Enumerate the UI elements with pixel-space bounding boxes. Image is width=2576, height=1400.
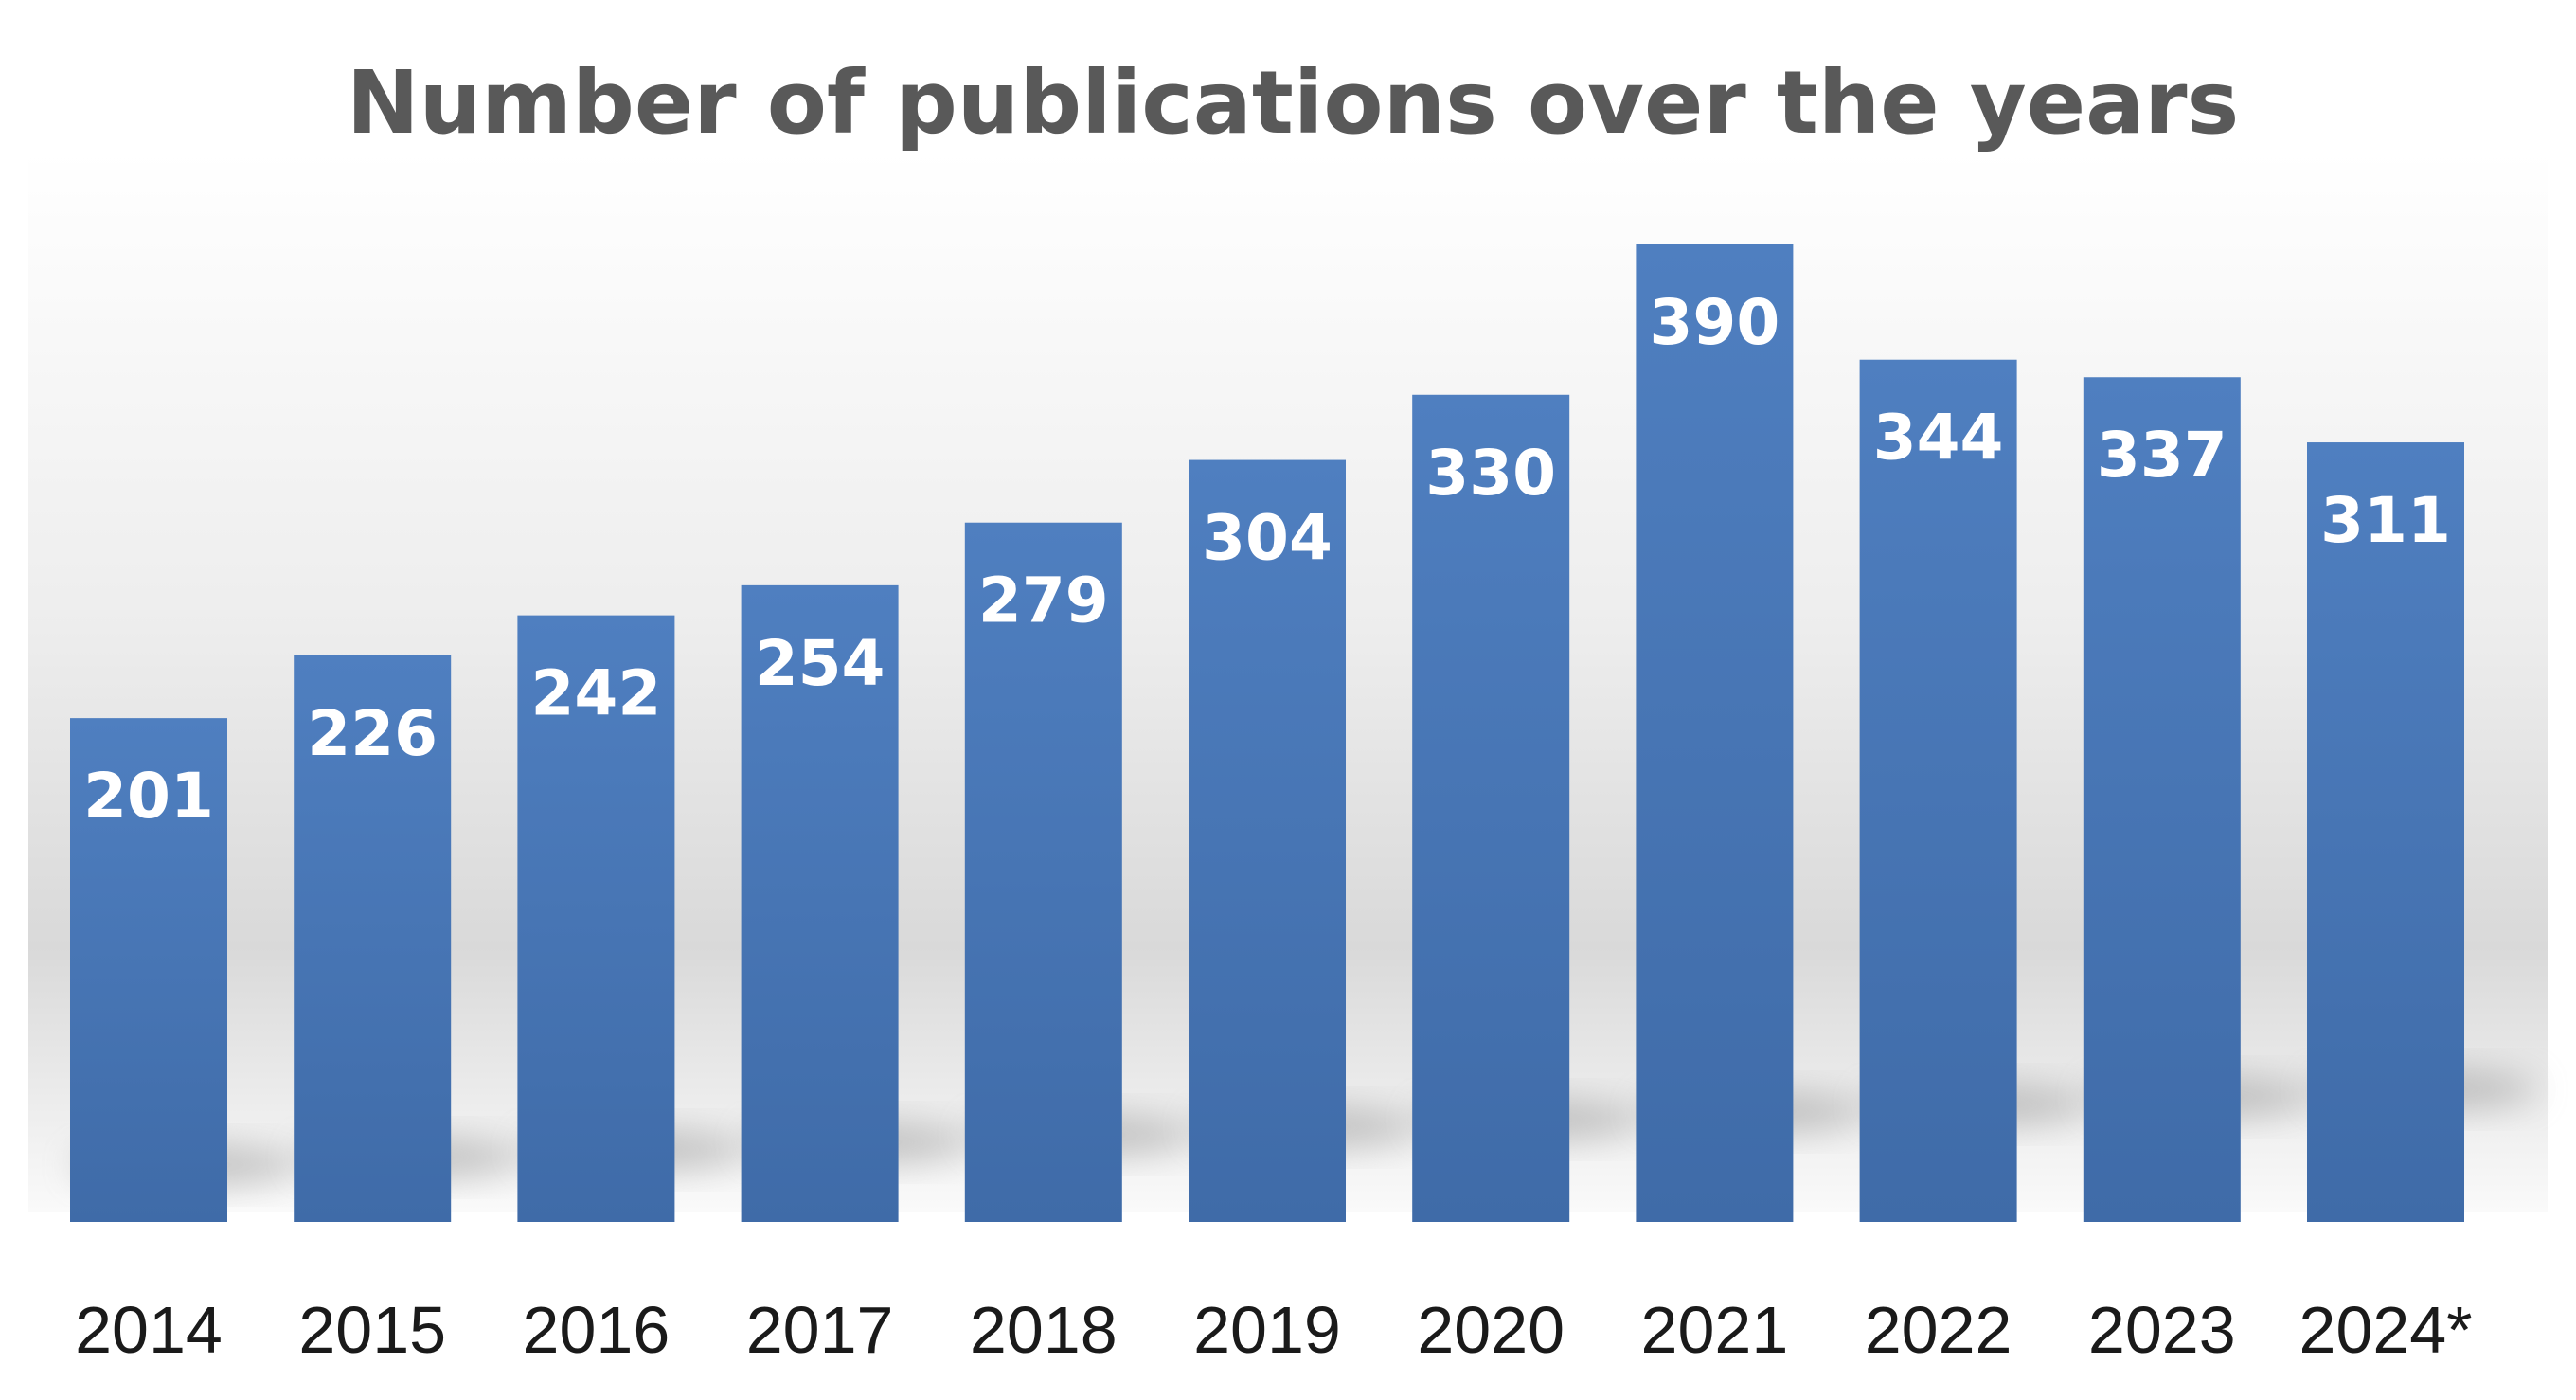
x-tick-label: 2015 — [298, 1293, 446, 1367]
data-label: 201 — [83, 760, 214, 833]
data-label: 330 — [1425, 437, 1556, 510]
x-tick-label: 2014 — [75, 1293, 223, 1367]
data-label: 242 — [531, 657, 662, 730]
data-label: 344 — [1873, 402, 2004, 475]
x-tick-label: 2018 — [970, 1293, 1118, 1367]
data-labels: 201 226 242 254 279 304 330 390 344 337 311 — [83, 286, 2451, 833]
bar — [1859, 359, 2017, 1222]
bar — [2307, 442, 2464, 1222]
x-tick-label: 2021 — [1641, 1293, 1789, 1367]
x-tick-label: 2024* — [2299, 1293, 2473, 1367]
bar — [70, 718, 227, 1222]
bar — [964, 522, 1122, 1222]
data-label: 304 — [1202, 502, 1333, 575]
x-tick-label: 2016 — [523, 1293, 671, 1367]
bar — [1412, 394, 1570, 1222]
x-tick-label: 2023 — [2088, 1293, 2236, 1367]
data-label: 279 — [978, 565, 1109, 637]
data-label: 311 — [2320, 484, 2451, 557]
data-label: 390 — [1650, 286, 1780, 359]
data-label: 337 — [2097, 419, 2227, 492]
x-tick-label: 2022 — [1865, 1293, 2012, 1367]
bars — [70, 244, 2464, 1223]
chart-title: Number of publications over the years — [347, 52, 2240, 153]
bar — [1189, 459, 1346, 1223]
bar — [741, 584, 899, 1222]
data-label: 226 — [307, 697, 438, 770]
data-label: 254 — [755, 627, 886, 700]
bar — [1636, 244, 1794, 1222]
x-tick-label: 2017 — [746, 1293, 894, 1367]
x-axis-ticks: 2014 2015 2016 2017 2018 2019 2020 2021 2022 2023… — [75, 1293, 2472, 1367]
x-tick-label: 2020 — [1417, 1293, 1565, 1367]
bar — [517, 615, 675, 1222]
bar — [2083, 377, 2241, 1222]
bar — [294, 655, 452, 1222]
x-tick-label: 2019 — [1193, 1293, 1341, 1367]
